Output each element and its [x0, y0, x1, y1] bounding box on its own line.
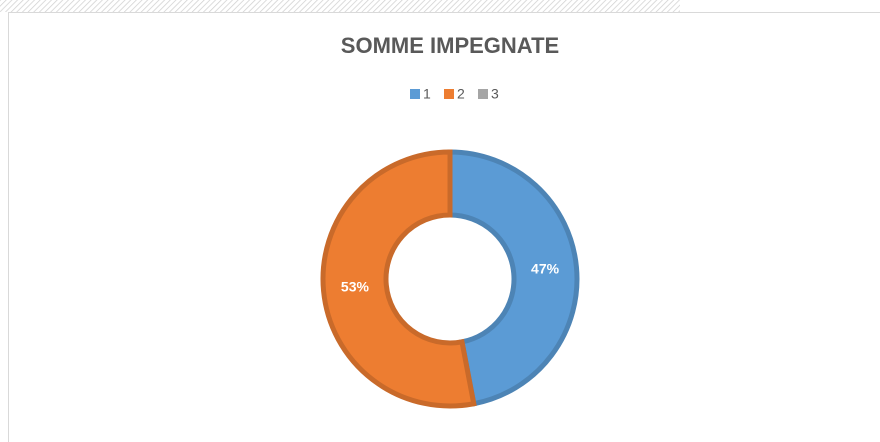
- data-label: 47%: [531, 261, 560, 277]
- donut-slice: [447, 149, 580, 407]
- legend-swatch: [478, 89, 488, 99]
- legend-label: 2: [457, 86, 465, 102]
- donut-slice: [320, 149, 477, 409]
- data-label: 53%: [341, 279, 370, 295]
- chart-title: SOMME IMPEGNATE: [341, 33, 559, 58]
- legend-label: 1: [423, 86, 431, 102]
- sheet-strip: [0, 0, 680, 12]
- legend-swatch: [410, 89, 420, 99]
- legend-label: 3: [491, 86, 499, 102]
- legend-swatch: [444, 89, 454, 99]
